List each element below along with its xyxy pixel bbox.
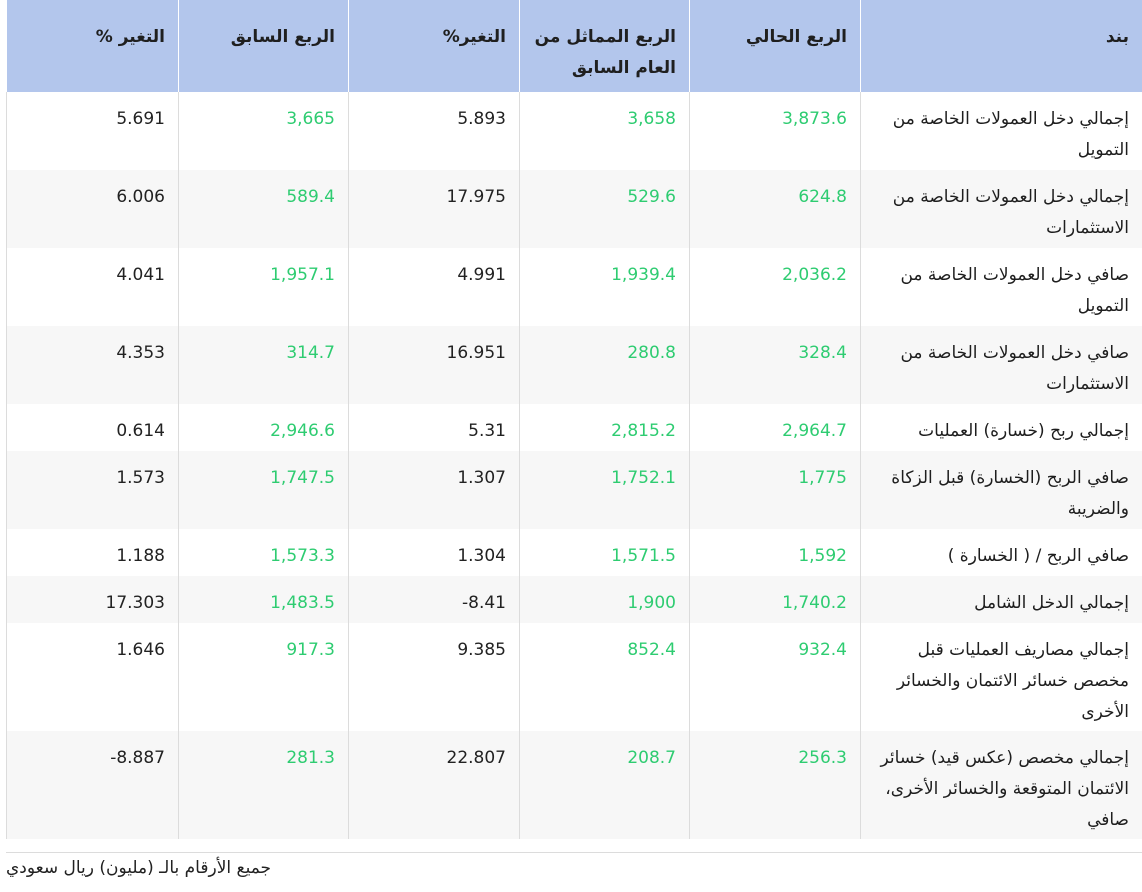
change-pct-qoq-value: 8.887- [6, 731, 179, 839]
header-change-pct-qoq: التغير % [6, 0, 179, 92]
same-quarter-previous-year-value: 1,900 [519, 576, 690, 623]
row-item-label: إجمالي دخل العمولات الخاصة من الاستثمارا… [860, 170, 1142, 248]
change-pct-yoy-value: 16.951 [348, 326, 520, 404]
change-pct-yoy-value: 1.307 [348, 451, 520, 529]
row-item-label: إجمالي مصاريف العمليات قبل مخصص خسائر ال… [860, 623, 1142, 731]
previous-quarter-value: 1,573.3 [178, 529, 349, 576]
footnote-text: جميع الأرقام بالـ (مليون) ريال سعودي [6, 858, 272, 878]
same-quarter-previous-year-value: 1,571.5 [519, 529, 690, 576]
previous-quarter-value: 1,747.5 [178, 451, 349, 529]
current-quarter-value: 328.4 [689, 326, 861, 404]
same-quarter-previous-year-value: 208.7 [519, 731, 690, 839]
change-pct-yoy-value: 1.304 [348, 529, 520, 576]
current-quarter-value: 1,775 [689, 451, 861, 529]
previous-quarter-value: 2,946.6 [178, 404, 349, 451]
row-item-label: إجمالي ربح (خسارة) العمليات [860, 404, 1142, 451]
previous-quarter-value: 589.4 [178, 170, 349, 248]
change-pct-yoy-value: 4.991 [348, 248, 520, 326]
table-row: صافي الربح / ( الخسارة ) 1,592 1,571.5 1… [6, 529, 1142, 576]
change-pct-qoq-value: 6.006 [6, 170, 179, 248]
table-row: إجمالي مصاريف العمليات قبل مخصص خسائر ال… [6, 623, 1142, 731]
current-quarter-value: 932.4 [689, 623, 861, 731]
change-pct-yoy-value: 9.385 [348, 623, 520, 731]
current-quarter-value: 1,740.2 [689, 576, 861, 623]
table-row: صافي دخل العمولات الخاصة من الاستثمارات … [6, 326, 1142, 404]
same-quarter-previous-year-value: 1,752.1 [519, 451, 690, 529]
change-pct-qoq-value: 4.353 [6, 326, 179, 404]
previous-quarter-value: 1,957.1 [178, 248, 349, 326]
financial-results-table: بند الربع الحالي الربع المماثل من العام … [6, 0, 1142, 839]
row-item-label: إجمالي دخل العمولات الخاصة من التمويل [860, 92, 1142, 170]
row-item-label: صافي دخل العمولات الخاصة من التمويل [860, 248, 1142, 326]
same-quarter-previous-year-value: 2,815.2 [519, 404, 690, 451]
change-pct-yoy-value: 5.31 [348, 404, 520, 451]
table-row: إجمالي دخل العمولات الخاصة من التمويل 3,… [6, 92, 1142, 170]
table-header-row: بند الربع الحالي الربع المماثل من العام … [6, 0, 1142, 92]
header-change-pct-yoy: التغير% [348, 0, 520, 92]
change-pct-qoq-value: 17.303 [6, 576, 179, 623]
row-item-label: صافي الربح (الخسارة) قبل الزكاة والضريبة [860, 451, 1142, 529]
footnote: جميع الأرقام بالـ (مليون) ريال سعودي [6, 852, 1142, 883]
same-quarter-previous-year-value: 3,658 [519, 92, 690, 170]
change-pct-yoy-value: 17.975 [348, 170, 520, 248]
change-pct-yoy-value: 8.41- [348, 576, 520, 623]
header-same-quarter-previous-year: الربع المماثل من العام السابق [519, 0, 690, 92]
header-current-quarter: الربع الحالي [689, 0, 861, 92]
same-quarter-previous-year-value: 1,939.4 [519, 248, 690, 326]
change-pct-qoq-value: 1.646 [6, 623, 179, 731]
previous-quarter-value: 314.7 [178, 326, 349, 404]
same-quarter-previous-year-value: 529.6 [519, 170, 690, 248]
table-row: إجمالي دخل العمولات الخاصة من الاستثمارا… [6, 170, 1142, 248]
change-pct-qoq-value: 5.691 [6, 92, 179, 170]
current-quarter-value: 624.8 [689, 170, 861, 248]
change-pct-yoy-value: 5.893 [348, 92, 520, 170]
row-item-label: صافي دخل العمولات الخاصة من الاستثمارات [860, 326, 1142, 404]
same-quarter-previous-year-value: 280.8 [519, 326, 690, 404]
current-quarter-value: 2,964.7 [689, 404, 861, 451]
header-item: بند [860, 0, 1142, 92]
previous-quarter-value: 281.3 [178, 731, 349, 839]
previous-quarter-value: 917.3 [178, 623, 349, 731]
same-quarter-previous-year-value: 852.4 [519, 623, 690, 731]
row-item-label: صافي الربح / ( الخسارة ) [860, 529, 1142, 576]
change-pct-qoq-value: 1.188 [6, 529, 179, 576]
current-quarter-value: 3,873.6 [689, 92, 861, 170]
current-quarter-value: 2,036.2 [689, 248, 861, 326]
current-quarter-value: 1,592 [689, 529, 861, 576]
row-item-label: إجمالي مخصص (عكس قيد) خسائر الائتمان الم… [860, 731, 1142, 839]
table-row: صافي دخل العمولات الخاصة من التمويل 2,03… [6, 248, 1142, 326]
table-row: إجمالي ربح (خسارة) العمليات 2,964.7 2,81… [6, 404, 1142, 451]
table-row: إجمالي مخصص (عكس قيد) خسائر الائتمان الم… [6, 731, 1142, 839]
change-pct-qoq-value: 1.573 [6, 451, 179, 529]
current-quarter-value: 256.3 [689, 731, 861, 839]
table-body: إجمالي دخل العمولات الخاصة من التمويل 3,… [6, 92, 1142, 839]
change-pct-qoq-value: 0.614 [6, 404, 179, 451]
row-item-label: إجمالي الدخل الشامل [860, 576, 1142, 623]
header-previous-quarter: الربع السابق [178, 0, 349, 92]
change-pct-yoy-value: 22.807 [348, 731, 520, 839]
previous-quarter-value: 1,483.5 [178, 576, 349, 623]
table-row: إجمالي الدخل الشامل 1,740.2 1,900 8.41- … [6, 576, 1142, 623]
previous-quarter-value: 3,665 [178, 92, 349, 170]
table-row: صافي الربح (الخسارة) قبل الزكاة والضريبة… [6, 451, 1142, 529]
change-pct-qoq-value: 4.041 [6, 248, 179, 326]
